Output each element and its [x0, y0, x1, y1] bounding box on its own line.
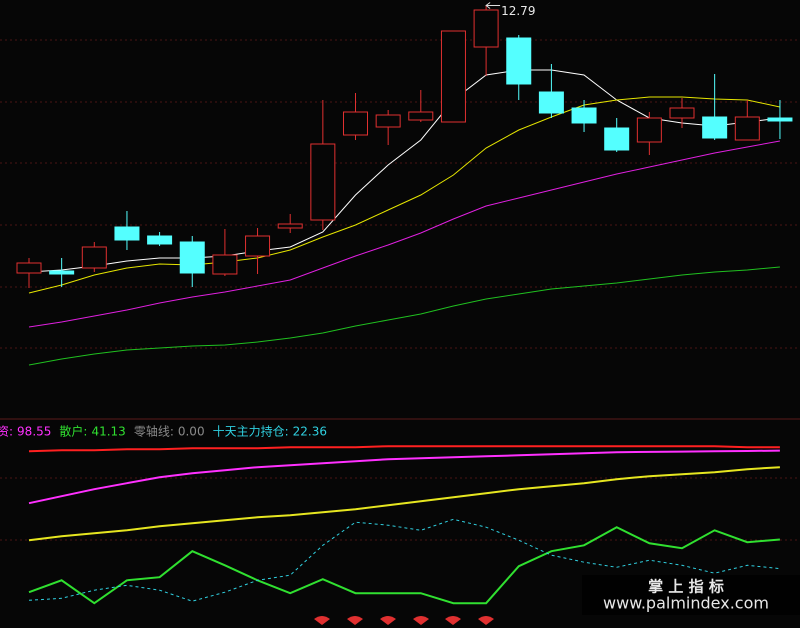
- legend-value: 98.55: [17, 425, 51, 439]
- icon: [380, 616, 396, 625]
- legend-name: 零轴线:: [134, 424, 174, 439]
- ma-line: [28, 69, 780, 273]
- candle-body: [375, 114, 401, 128]
- ma-line: [28, 140, 780, 328]
- signal-icons: [314, 616, 494, 625]
- candle-body: [408, 111, 434, 121]
- icon: [314, 616, 330, 625]
- candle-body: [147, 235, 173, 245]
- legend-value: 0.00: [178, 425, 205, 439]
- icon: [445, 616, 461, 625]
- candle-body: [506, 37, 532, 85]
- candle-body: [538, 91, 564, 114]
- high-label: 12.79: [501, 4, 535, 18]
- candle-body: [636, 117, 662, 143]
- candle-body: [702, 116, 728, 139]
- grid: [0, 39, 800, 541]
- candle-body: [440, 30, 466, 123]
- candle-body: [767, 117, 793, 122]
- candle-body: [669, 107, 695, 119]
- candle-body: [571, 107, 597, 124]
- candle-body: [212, 254, 238, 275]
- legend-name: 资:: [0, 425, 13, 439]
- indicator-line: [28, 445, 780, 453]
- annotation-arrow: [485, 2, 501, 9]
- candle-body: [179, 241, 205, 274]
- indicator-line: [28, 449, 780, 505]
- icon: [478, 616, 494, 625]
- legend-name: 十天主力持仓:: [213, 424, 289, 439]
- indicator-line: [28, 526, 780, 605]
- candle-body: [473, 9, 499, 48]
- candle-body: [49, 270, 75, 275]
- watermark-title: 掌 上 指 标: [648, 578, 724, 596]
- candle-body: [114, 226, 140, 241]
- candle-body: [277, 223, 303, 229]
- candle-body: [734, 116, 760, 141]
- icon: [413, 616, 429, 625]
- legend-value: 22.36: [293, 425, 327, 439]
- candle-body: [81, 246, 107, 269]
- candle-body: [604, 127, 630, 151]
- legend-value: 41.13: [91, 425, 125, 439]
- candle-body: [16, 262, 42, 274]
- legend-name: 散户:: [59, 424, 87, 439]
- icon: [347, 616, 363, 625]
- ma-line: [28, 96, 781, 294]
- candle-body: [343, 111, 368, 136]
- watermark-url: www.palmindex.com: [603, 594, 769, 613]
- ma-line: [28, 266, 780, 366]
- candle-body: [310, 143, 336, 221]
- indicator-line: [28, 466, 780, 542]
- watermark-bg: [582, 575, 800, 615]
- indicator-line: [28, 518, 780, 602]
- candle-body: [245, 235, 271, 257]
